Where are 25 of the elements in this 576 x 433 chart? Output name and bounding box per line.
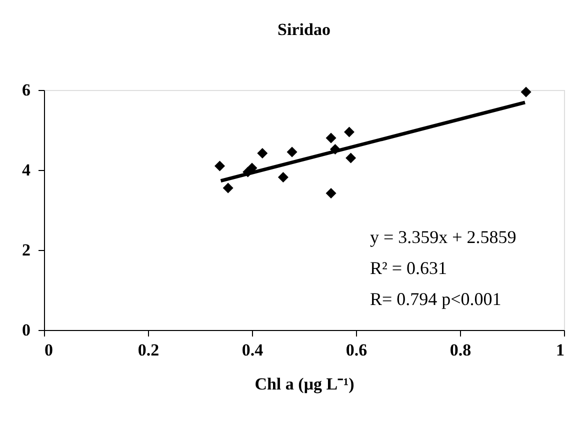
annotation: R= 0.794 p<0.001 bbox=[370, 289, 502, 309]
point bbox=[346, 152, 356, 164]
y-tick-label: 2 bbox=[22, 240, 30, 260]
y-tick-label: 6 bbox=[22, 80, 30, 100]
x-tick-label: 0.6 bbox=[346, 340, 368, 360]
point bbox=[257, 148, 268, 158]
point bbox=[520, 86, 532, 98]
point bbox=[222, 182, 234, 194]
x-tick-label: 0.8 bbox=[450, 340, 472, 360]
chart-title: Siridao bbox=[278, 20, 330, 39]
point bbox=[278, 172, 288, 182]
x-tick-label: 0 bbox=[44, 340, 53, 360]
point bbox=[344, 126, 354, 138]
annotation: y = 3.359x + 2.5859 bbox=[370, 227, 516, 247]
y-tick-label: 4 bbox=[22, 160, 31, 180]
x-tick-label: 1 bbox=[556, 340, 564, 360]
x-tick-label: 0.2 bbox=[138, 340, 160, 360]
point bbox=[214, 160, 226, 172]
point bbox=[286, 146, 298, 158]
point bbox=[326, 188, 336, 198]
point bbox=[326, 132, 336, 144]
x-axis-title: Chl a (μg L⁻¹) bbox=[254, 374, 354, 394]
x-tick-label: 0.4 bbox=[242, 340, 264, 360]
y-tick-label: 0 bbox=[22, 320, 30, 340]
annotation: R² = 0.631 bbox=[370, 258, 448, 278]
